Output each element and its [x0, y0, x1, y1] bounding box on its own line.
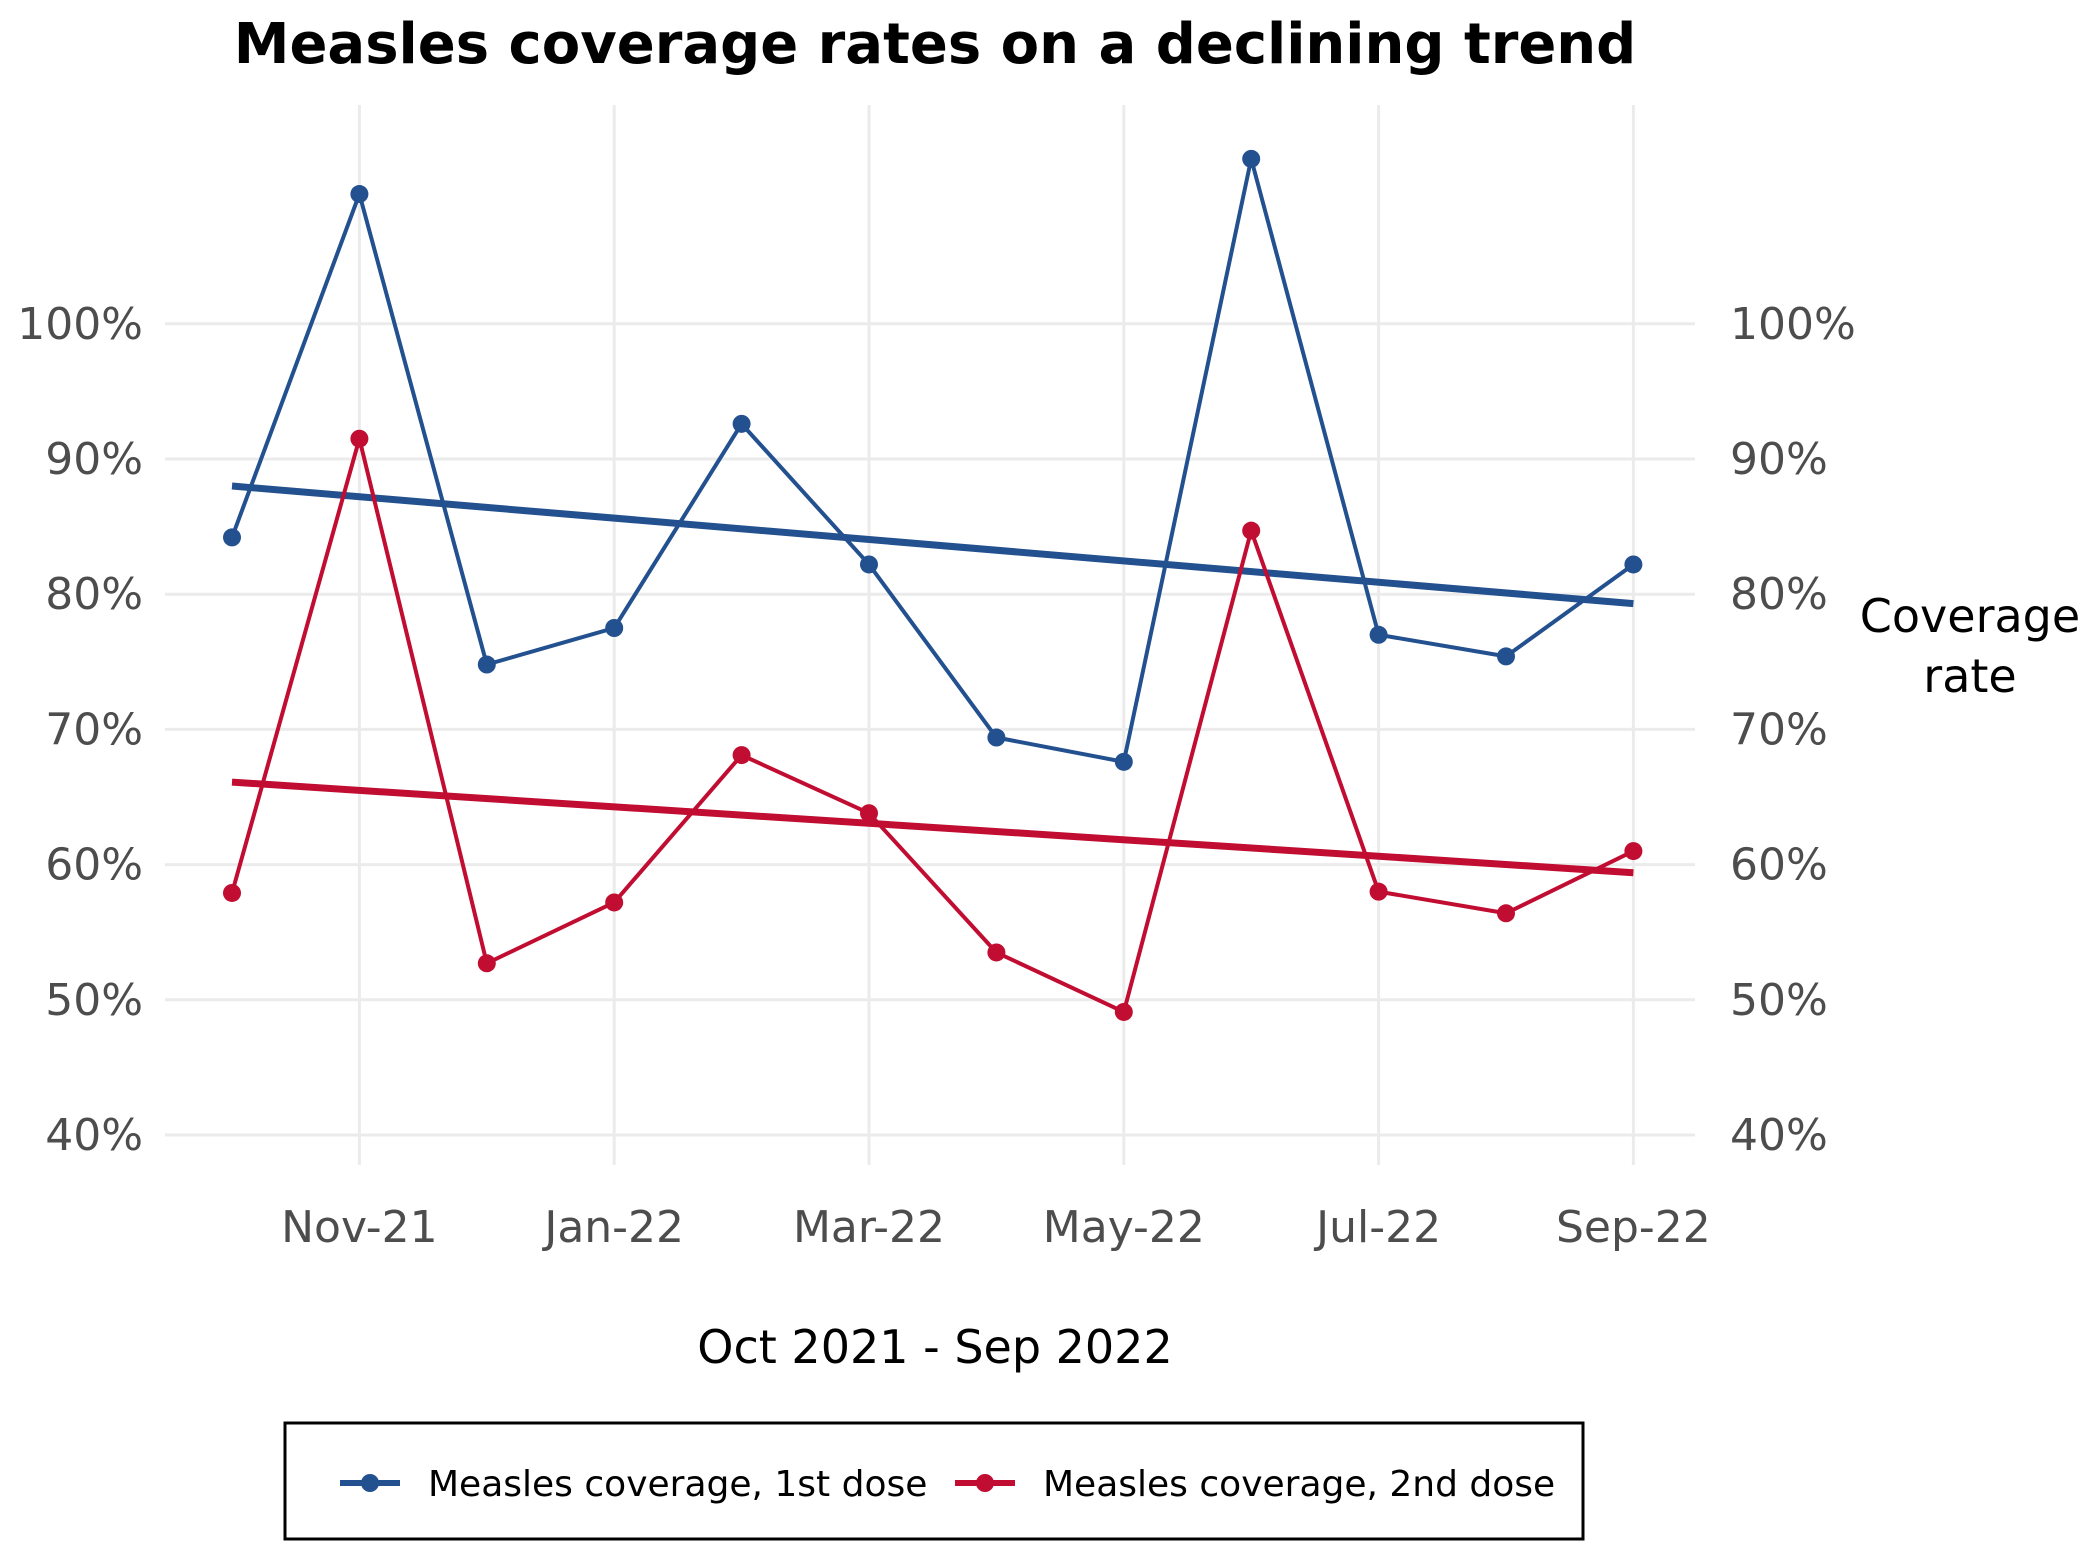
y-tick-label-left: 50%: [45, 975, 143, 1026]
trend-line: [231, 482, 1634, 608]
series-line: [230, 156, 1635, 764]
data-point: [860, 804, 878, 823]
legend-label: Measles coverage, 2nd dose: [1043, 1464, 1555, 1505]
y-axis-label-line: Coverage: [1860, 589, 2080, 643]
data-point: [987, 943, 1006, 962]
y-tick-label-left: 80%: [45, 569, 143, 620]
trend-line: [231, 778, 1634, 877]
data-point: [1242, 149, 1261, 168]
data-point: [1242, 521, 1261, 540]
data-point: [605, 619, 624, 637]
y-tick-label-right: 40%: [1730, 1110, 1828, 1161]
data-point: [1369, 882, 1388, 901]
data-point: [223, 528, 241, 547]
series-lines: [223, 149, 1643, 1021]
x-tick-label: Jul-22: [1313, 1202, 1441, 1253]
y-tick-label-right: 70%: [1730, 704, 1828, 755]
legend-box: [283, 1421, 1585, 1541]
data-point: [1497, 647, 1515, 666]
legend: Measles coverage, 1st dose Measles covera…: [340, 1464, 1555, 1505]
legend-key-point: [976, 1474, 994, 1492]
chart-title: Measles coverage rates on a declining tr…: [234, 12, 1637, 77]
data-point: [1624, 842, 1643, 861]
y-tick-label-right: 80%: [1730, 569, 1828, 620]
legend-label: Measles coverage, 1st dose: [428, 1464, 927, 1505]
data-point: [732, 414, 751, 433]
x-tick-label: Sep-22: [1556, 1202, 1711, 1253]
data-point: [350, 185, 369, 204]
data-point: [223, 883, 241, 902]
series-line: [230, 436, 1635, 1014]
x-tick-label: Nov-21: [281, 1202, 438, 1253]
data-point: [477, 655, 496, 674]
y-axis-label: Coverage rate: [1860, 589, 2080, 703]
data-point: [1497, 904, 1515, 923]
trend-lines: [231, 482, 1634, 877]
data-point: [477, 954, 496, 973]
legend-key-point: [361, 1474, 379, 1492]
data-point: [1624, 555, 1643, 574]
y-tick-label-left: 100%: [17, 299, 143, 350]
y-tick-label-right: 60%: [1730, 840, 1828, 891]
y-tick-label-left: 70%: [45, 704, 143, 755]
x-axis-label: Oct 2021 - Sep 2022: [697, 1320, 1172, 1374]
y-tick-label-right: 50%: [1730, 975, 1828, 1026]
x-tick-label: Mar-22: [793, 1202, 945, 1253]
y-axis-label-line: rate: [1923, 649, 2016, 703]
grid: [165, 105, 1695, 1165]
y-tick-label-left: 40%: [45, 1110, 143, 1161]
x-tick-label: Jan-22: [541, 1202, 684, 1253]
y-tick-label-right: 100%: [1730, 299, 1856, 350]
tick-labels: 40% 40% 50% 50% 60% 60% 70% 70% 80% 80% 90% 90% 100%…: [17, 299, 1856, 1253]
data-point: [1369, 625, 1388, 644]
data-point: [1114, 1002, 1133, 1021]
data-point: [860, 555, 878, 574]
data-point: [350, 429, 369, 448]
y-tick-label-right: 90%: [1730, 434, 1828, 485]
y-tick-label-left: 60%: [45, 840, 143, 891]
data-point: [605, 893, 624, 912]
data-point: [732, 746, 751, 765]
data-point: [987, 728, 1006, 747]
data-point: [1114, 752, 1133, 771]
y-tick-label-left: 90%: [45, 434, 143, 485]
x-tick-label: May-22: [1043, 1202, 1205, 1253]
